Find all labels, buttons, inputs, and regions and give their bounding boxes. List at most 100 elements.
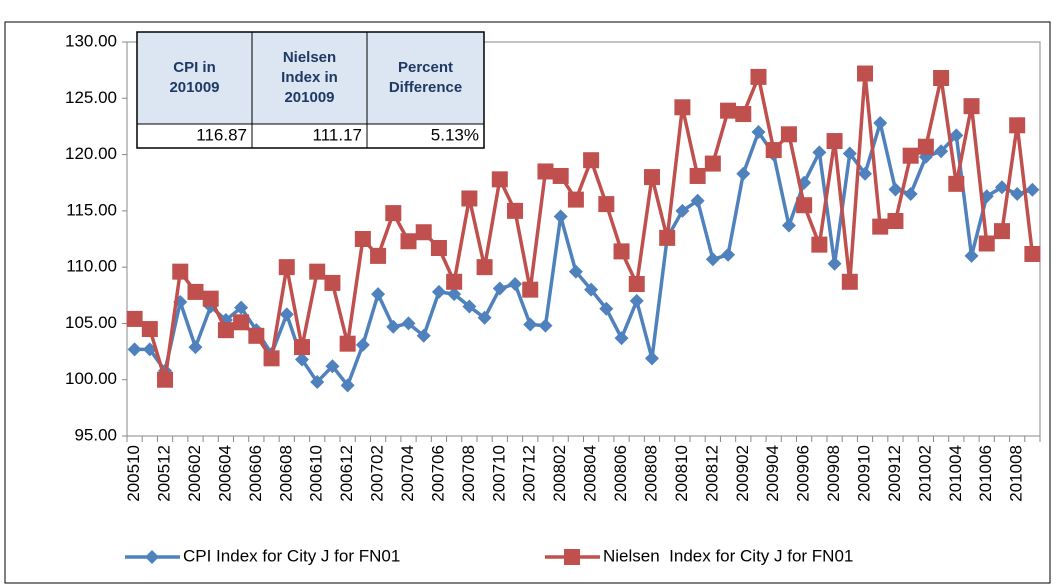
- data-point: [857, 65, 874, 82]
- x-tick-label: 200612: [337, 445, 356, 502]
- table-cell: 5.13%: [431, 125, 479, 144]
- data-point: [416, 328, 431, 343]
- data-point: [705, 252, 720, 267]
- data-point: [187, 283, 204, 300]
- data-point: [477, 310, 492, 325]
- data-point: [675, 203, 690, 218]
- table-header: Index in: [281, 69, 338, 86]
- data-point: [567, 191, 584, 208]
- data-point: [842, 146, 857, 161]
- data-point: [887, 212, 904, 229]
- data-point: [736, 166, 751, 181]
- table-frame: [136, 31, 485, 149]
- data-point: [902, 147, 919, 164]
- data-point: [858, 166, 873, 181]
- x-tick-label: 201008: [1007, 445, 1026, 502]
- data-point: [704, 155, 721, 172]
- x-tick-label: 200710: [489, 445, 508, 502]
- data-point: [613, 243, 630, 260]
- y-tick-label: 130.00: [65, 31, 117, 50]
- data-point: [279, 307, 294, 322]
- data-point: [325, 359, 340, 374]
- x-tick-label: 200708: [459, 445, 478, 502]
- data-point: [400, 233, 417, 250]
- data-point: [978, 235, 995, 252]
- data-point: [522, 281, 539, 298]
- data-point: [643, 169, 660, 186]
- data-point: [659, 229, 676, 246]
- data-point: [385, 205, 402, 222]
- table-cell: 111.17: [313, 125, 362, 144]
- data-point: [127, 342, 142, 357]
- y-tick-label: 95.00: [74, 425, 117, 444]
- x-tick-label: 200808: [641, 445, 660, 502]
- x-tick-label: 200702: [368, 445, 387, 502]
- x-tick-label: 200902: [733, 445, 752, 502]
- data-point: [644, 351, 659, 366]
- data-point: [141, 321, 158, 338]
- table-header: Percent: [398, 59, 453, 76]
- data-point: [781, 218, 796, 233]
- x-tick-label: 200608: [276, 445, 295, 502]
- x-tick-label: 200602: [185, 445, 204, 502]
- table-header: CPI in: [173, 59, 216, 76]
- data-point: [263, 350, 280, 367]
- data-point: [553, 209, 568, 224]
- data-point: [172, 263, 189, 280]
- x-tick-label: 201004: [946, 445, 965, 502]
- x-tick-label: 200810: [672, 445, 691, 502]
- legend-label: Nielsen Index for City J for FN01: [603, 546, 853, 565]
- data-point: [354, 231, 371, 247]
- data-point: [217, 322, 234, 339]
- data-point: [674, 99, 691, 116]
- data-point: [233, 314, 250, 331]
- data-point: [780, 126, 797, 143]
- table-cell: 116.87: [196, 125, 247, 144]
- x-tick-label: 200706: [428, 445, 447, 502]
- data-point: [964, 248, 979, 263]
- data-point: [309, 263, 326, 280]
- data-point: [491, 171, 508, 188]
- data-point: [415, 224, 432, 241]
- data-point: [447, 287, 462, 302]
- data-point: [310, 374, 325, 389]
- data-point: [750, 68, 767, 85]
- data-point: [614, 331, 629, 346]
- data-point: [507, 202, 524, 219]
- y-tick-label: 110.00: [66, 257, 117, 276]
- data-point: [537, 163, 554, 180]
- data-point: [248, 327, 265, 344]
- data-point: [599, 301, 614, 316]
- data-point: [963, 98, 980, 115]
- x-tick-label: 200804: [581, 445, 600, 502]
- data-point: [827, 256, 842, 271]
- legend-marker: [564, 549, 580, 565]
- x-tick-label: 200904: [763, 445, 782, 502]
- x-tick-label: 201002: [915, 445, 934, 502]
- data-point: [903, 186, 918, 201]
- data-point: [812, 145, 827, 160]
- data-point: [386, 319, 401, 334]
- data-point: [721, 247, 736, 262]
- data-point: [583, 152, 600, 169]
- data-point: [888, 182, 903, 197]
- x-tick-label: 200704: [398, 445, 417, 502]
- data-point: [933, 70, 950, 87]
- data-point: [993, 223, 1010, 240]
- data-point: [811, 236, 828, 253]
- data-point: [371, 287, 386, 302]
- x-tick-label: 200806: [611, 445, 630, 502]
- data-point: [538, 318, 553, 333]
- data-point: [476, 259, 493, 276]
- data-point: [720, 102, 737, 119]
- data-point: [1025, 182, 1040, 197]
- data-point: [431, 284, 446, 299]
- x-tick-label: 200802: [550, 445, 569, 502]
- table-header: Nielsen: [283, 49, 336, 66]
- data-point: [917, 138, 934, 155]
- data-point: [157, 371, 174, 388]
- data-point: [126, 310, 143, 327]
- data-point: [278, 259, 295, 276]
- data-point: [689, 167, 706, 184]
